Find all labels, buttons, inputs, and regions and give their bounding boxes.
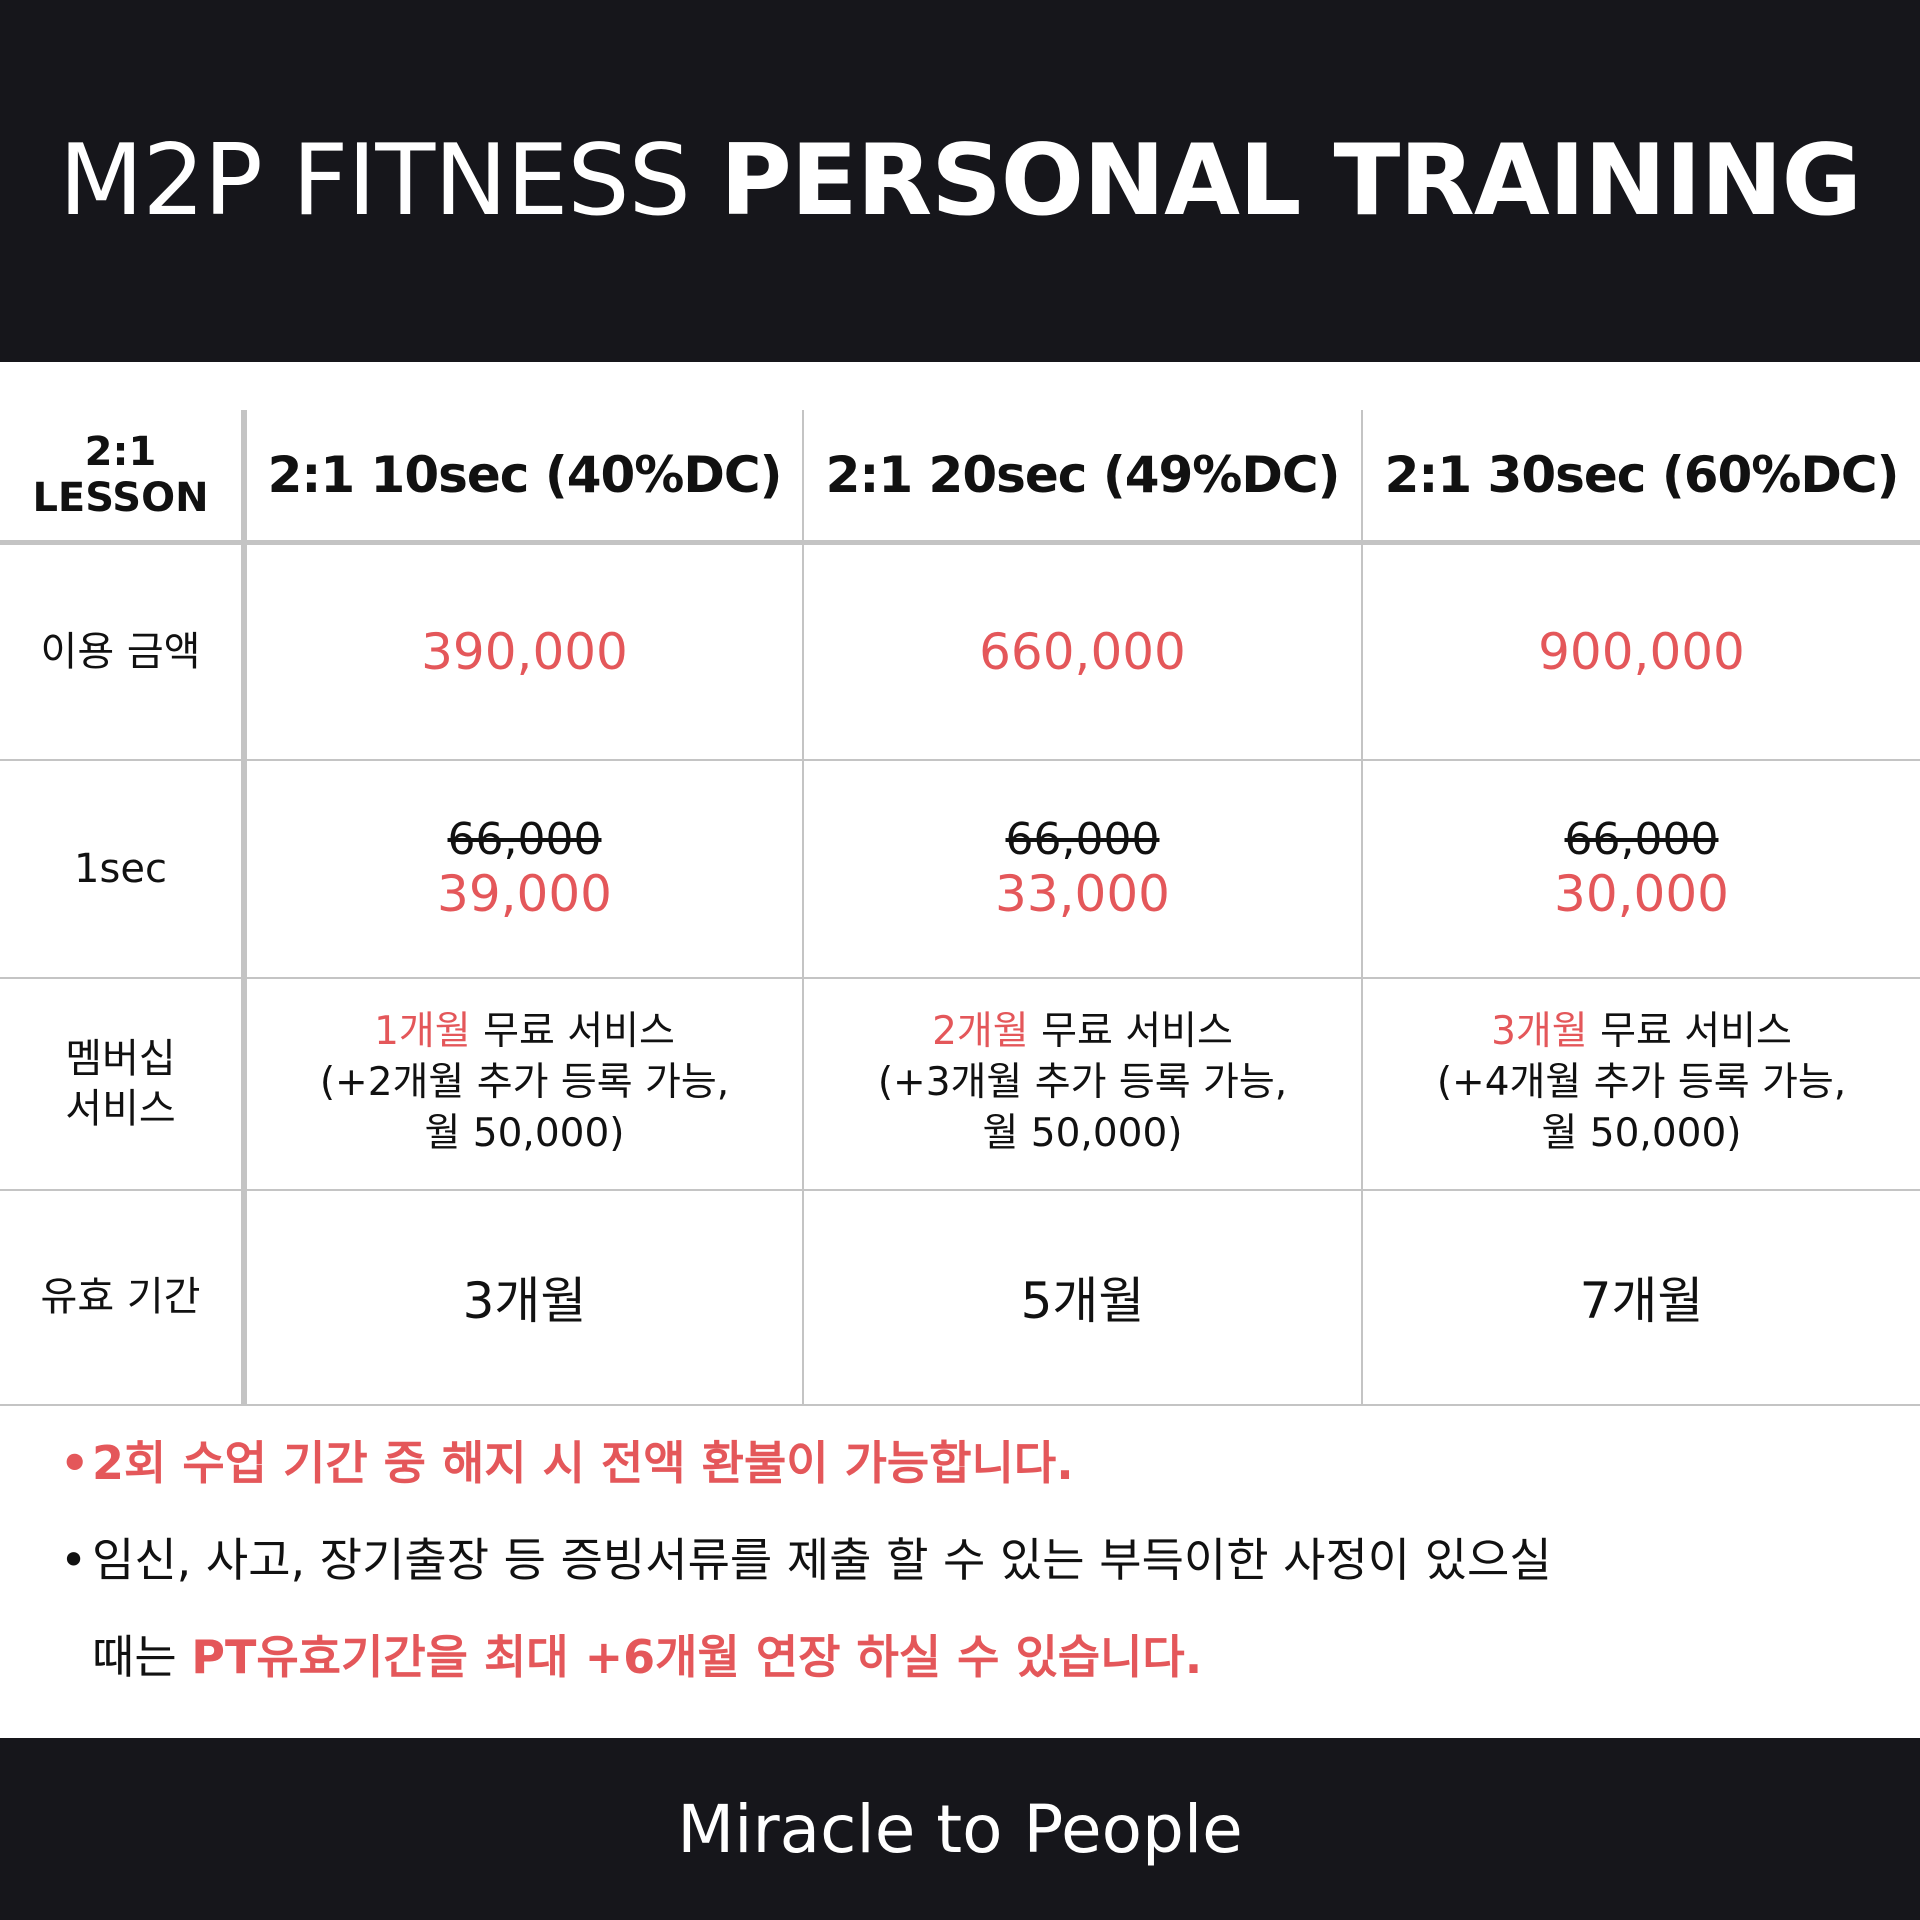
per-session-10sec: 66,000 39,000 bbox=[241, 759, 803, 979]
corner-cell: 2:1 LESSON bbox=[0, 410, 244, 545]
footer-banner: Miracle to People bbox=[0, 1738, 1920, 1920]
extension-note: • 임신, 사고, 장기출장 등 증빙서류를 제출 할 수 있는 부득이한 사정이… bbox=[60, 1533, 1880, 1588]
extra-registration: (+3개월 추가 등록 가능, bbox=[877, 1060, 1288, 1106]
per-session-20sec: 66,000 33,000 bbox=[802, 759, 1362, 979]
validity-10sec: 3개월 bbox=[241, 1189, 803, 1406]
free-service-text: 무료 서비스 bbox=[1587, 1009, 1792, 1055]
bullet: • bbox=[60, 1436, 90, 1490]
title-brand: M2P FITNESS bbox=[58, 124, 691, 238]
price-20sec: 660,000 bbox=[802, 542, 1362, 761]
free-service-text: 무료 서비스 bbox=[470, 1009, 675, 1055]
sale-price: 33,000 bbox=[995, 865, 1170, 923]
extension-note-highlight: PT유효기간을 최대 +6개월 연장 하실 수 있습니다. bbox=[191, 1630, 1203, 1685]
free-months: 2개월 bbox=[932, 1009, 1029, 1055]
column-header-20sec: 2:1 20sec (49%DC) bbox=[802, 410, 1362, 545]
original-price: 66,000 bbox=[1005, 814, 1160, 865]
header-banner: M2P FITNESS PERSONAL TRAINING bbox=[0, 0, 1920, 362]
per-session-30sec: 66,000 30,000 bbox=[1361, 759, 1920, 979]
row-label-price: 이용 금액 bbox=[0, 542, 244, 761]
membership-30sec: 3개월 무료 서비스 (+4개월 추가 등록 가능, 월 50,000) bbox=[1361, 977, 1920, 1191]
refund-note-text: 2회 수업 기간 중 해지 시 전액 환불이 가능합니다. bbox=[92, 1436, 1074, 1490]
price-10sec: 390,000 bbox=[241, 542, 803, 761]
notes-section: •2회 수업 기간 중 해지 시 전액 환불이 가능합니다. • 임신, 사고, … bbox=[60, 1436, 1880, 1686]
sale-price: 39,000 bbox=[437, 865, 612, 923]
monthly-fee: 월 50,000) bbox=[424, 1110, 625, 1156]
price-30sec: 900,000 bbox=[1361, 542, 1920, 761]
original-price: 66,000 bbox=[447, 814, 602, 865]
monthly-fee: 월 50,000) bbox=[1541, 1110, 1742, 1156]
price-row: 이용 금액 390,000 660,000 900,000 bbox=[0, 542, 1920, 761]
free-months: 3개월 bbox=[1491, 1009, 1588, 1055]
corner-label-line1: 2:1 bbox=[84, 429, 157, 475]
row-label-validity: 유효 기간 bbox=[0, 1189, 244, 1406]
row-label-membership-line2: 서비스 bbox=[65, 1085, 176, 1132]
validity-row: 유효 기간 3개월 5개월 7개월 bbox=[0, 1189, 1920, 1406]
column-header-10sec: 2:1 10sec (40%DC) bbox=[241, 410, 803, 545]
validity-20sec: 5개월 bbox=[802, 1189, 1362, 1406]
extension-note-plain: 때는 bbox=[92, 1630, 192, 1685]
page-title: M2P FITNESS PERSONAL TRAINING bbox=[58, 124, 1862, 238]
membership-20sec: 2개월 무료 서비스 (+3개월 추가 등록 가능, 월 50,000) bbox=[802, 977, 1362, 1191]
title-program: PERSONAL TRAINING bbox=[719, 124, 1862, 238]
extra-registration: (+4개월 추가 등록 가능, bbox=[1436, 1060, 1847, 1106]
extra-registration: (+2개월 추가 등록 가능, bbox=[319, 1060, 730, 1106]
monthly-fee: 월 50,000) bbox=[982, 1110, 1183, 1156]
pricing-table: 2:1 LESSON 2:1 10sec (40%DC) 2:1 20sec (… bbox=[0, 410, 1920, 1406]
refund-note: •2회 수업 기간 중 해지 시 전액 환불이 가능합니다. bbox=[60, 1436, 1880, 1491]
table-header-row: 2:1 LESSON 2:1 10sec (40%DC) 2:1 20sec (… bbox=[0, 410, 1920, 545]
footer-slogan: Miracle to People bbox=[677, 1790, 1243, 1868]
free-service-text: 무료 서비스 bbox=[1028, 1009, 1233, 1055]
sale-price: 30,000 bbox=[1554, 865, 1729, 923]
bullet: • bbox=[60, 1533, 88, 1588]
validity-30sec: 7개월 bbox=[1361, 1189, 1920, 1406]
row-label-membership-line1: 멤버십 bbox=[65, 1035, 176, 1082]
extension-note-text: 임신, 사고, 장기출장 등 증빙서류를 제출 할 수 있는 부득이한 사정이 … bbox=[92, 1533, 1552, 1588]
membership-row: 멤버십 서비스 1개월 무료 서비스 (+2개월 추가 등록 가능, 월 50,… bbox=[0, 977, 1920, 1191]
original-price: 66,000 bbox=[1564, 814, 1719, 865]
extension-note-continued: 때는 PT유효기간을 최대 +6개월 연장 하실 수 있습니다. bbox=[60, 1630, 1880, 1685]
row-label-membership: 멤버십 서비스 bbox=[0, 977, 244, 1191]
row-label-per-session: 1sec bbox=[0, 759, 244, 979]
corner-label-line2: LESSON bbox=[32, 475, 209, 521]
column-header-30sec: 2:1 30sec (60%DC) bbox=[1361, 410, 1920, 545]
per-session-row: 1sec 66,000 39,000 66,000 33,000 66,000 … bbox=[0, 759, 1920, 979]
free-months: 1개월 bbox=[374, 1009, 471, 1055]
membership-10sec: 1개월 무료 서비스 (+2개월 추가 등록 가능, 월 50,000) bbox=[241, 977, 803, 1191]
